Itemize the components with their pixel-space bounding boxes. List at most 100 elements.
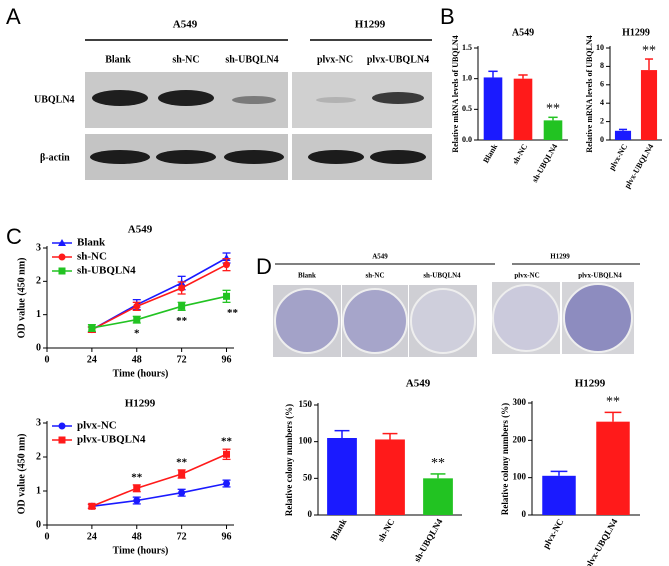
chart-title: H1299 (575, 378, 606, 390)
y-axis-label: Relative mRNA levels of UBQLN4 (585, 35, 594, 152)
x-tick-label: sh-UBQLN4 (530, 142, 559, 183)
y-tick-label: 3 (36, 417, 41, 428)
significance: * (134, 328, 140, 340)
y-tick-label: 1 (36, 485, 41, 496)
x-tick-label: Blank (481, 142, 499, 165)
colony-image (273, 282, 634, 357)
x-tick-label: sh-UBQLN4 (412, 517, 445, 564)
legend-marker (58, 239, 66, 246)
y-tick-label: 200 (513, 434, 527, 444)
significance: ** (176, 315, 188, 327)
y-tick-label: 0 (36, 519, 41, 530)
blot-group: A549 (173, 19, 198, 31)
bar (327, 438, 357, 515)
x-tick-label: sh-NC (511, 142, 530, 166)
panel-label: D (256, 254, 272, 279)
x-tick-label: plvx-NC (607, 142, 629, 172)
blot-group: H1299 (355, 19, 386, 31)
y-tick-label: 0 (36, 342, 41, 353)
x-tick-label: sh-NC (376, 517, 397, 543)
legend-label: plvx-UBQLN4 (77, 434, 146, 446)
x-axis-label: Time (hours) (113, 545, 169, 556)
x-tick-label: 48 (132, 531, 142, 542)
lane-label: Blank (298, 272, 316, 280)
significance: ** (431, 456, 445, 471)
panel-label: B (440, 4, 455, 29)
legend-label: sh-UBQLN4 (77, 265, 136, 277)
x-tick-label: 0 (45, 531, 50, 542)
point (223, 450, 231, 458)
x-tick-label: 96 (222, 531, 232, 542)
y-axis-label: OD value (450 nm) (16, 258, 27, 339)
significance: ** (227, 307, 239, 319)
x-tick-label: 72 (177, 354, 187, 365)
bar (423, 478, 453, 515)
y-tick-label: 2 (36, 451, 41, 462)
lane-label: sh-NC (365, 272, 384, 280)
y-tick-label: 8 (600, 61, 604, 70)
legend-marker (58, 436, 66, 444)
chart-title: H1299 (125, 398, 156, 410)
y-tick-label: 1 (36, 309, 41, 320)
point (178, 489, 186, 497)
y-tick-label: 300 (513, 397, 527, 407)
bar (375, 439, 405, 515)
y-tick-label: 150 (299, 399, 313, 409)
y-tick-label: 50 (303, 472, 313, 482)
point (178, 284, 186, 292)
point (223, 480, 231, 488)
y-tick-label: 10 (596, 43, 604, 52)
blot-row-label: β-actin (40, 152, 70, 163)
chart-title: A549 (512, 27, 534, 38)
x-tick-label: 24 (87, 354, 97, 365)
y-tick-label: 0 (600, 135, 604, 144)
point (88, 502, 96, 510)
x-tick-label: plvx-UBQLN4 (583, 517, 620, 566)
y-tick-label: 2 (600, 116, 604, 125)
point (223, 292, 231, 300)
point (133, 302, 141, 310)
colony-group: A549 (372, 253, 388, 261)
chart-title: A549 (128, 224, 153, 236)
bar (542, 475, 576, 515)
y-tick-label: 0 (308, 509, 313, 519)
y-axis-label: Relative colony numbers (%) (284, 404, 294, 516)
y-tick-label: 4 (600, 98, 604, 107)
lane-label: Blank (105, 54, 131, 65)
point (223, 261, 231, 269)
legend-label: sh-NC (77, 251, 107, 263)
y-axis-label: Relative mRNA levels of UBQLN4 (451, 35, 460, 152)
y-tick-label: 6 (600, 80, 604, 89)
lane-label: sh-UBQLN4 (225, 54, 278, 65)
point (133, 497, 141, 505)
y-axis-label: OD value (450 nm) (16, 434, 27, 515)
y-tick-label: 0.0 (462, 135, 472, 144)
y-tick-label: 100 (299, 436, 313, 446)
bar (614, 130, 632, 140)
y-tick-label: 3 (36, 242, 41, 253)
x-axis-label: Time (hours) (113, 368, 169, 379)
y-axis-label: Relative colony numbers (%) (500, 403, 510, 515)
legend-marker (58, 422, 66, 430)
series-line (91, 295, 227, 329)
y-tick-label: 0.5 (462, 104, 472, 113)
legend-marker (58, 253, 66, 261)
significance: ** (176, 456, 188, 468)
panel-label: C (6, 224, 22, 249)
bar (483, 77, 503, 140)
point (133, 484, 141, 492)
x-tick-label: plvx-NC (541, 517, 566, 550)
bar (543, 120, 563, 140)
series-line (91, 453, 227, 508)
x-tick-label: 72 (177, 531, 187, 542)
x-tick-label: 96 (222, 354, 232, 365)
lane-label: plvx-NC (514, 272, 539, 280)
colony-group: H1299 (550, 253, 570, 261)
bar (513, 78, 533, 140)
chart-title: H1299 (622, 27, 650, 38)
y-tick-label: 1.5 (462, 43, 472, 52)
point (133, 316, 141, 324)
point (178, 470, 186, 478)
lane-label: sh-NC (172, 54, 199, 65)
series-line (91, 263, 227, 331)
